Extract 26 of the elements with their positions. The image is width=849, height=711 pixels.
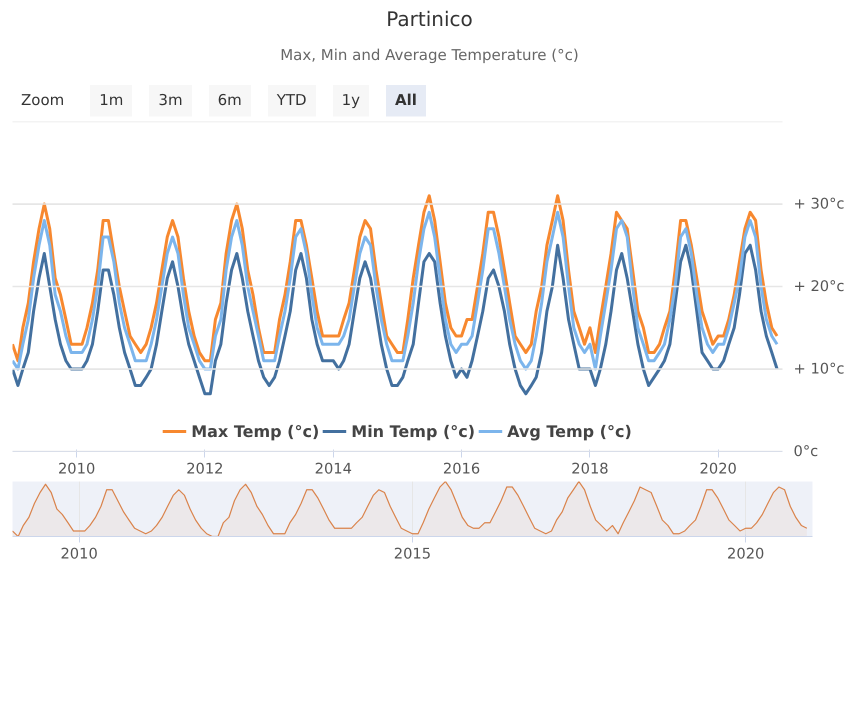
x-tick-label: 2020: [727, 546, 764, 562]
x-tick-label: 2015: [394, 546, 432, 562]
legend-label: Avg Temp (°c): [507, 422, 632, 440]
x-tick-label: 2010: [60, 546, 98, 562]
x-tick-label: 2012: [186, 460, 224, 478]
text: 3m: [158, 90, 183, 111]
x-tick-label: 2020: [700, 460, 737, 478]
y-tick-label: + 10°c: [794, 360, 844, 378]
x-tick-label: 2014: [314, 460, 352, 478]
text: 1m: [99, 90, 124, 111]
y-tick-label: + 30°c: [794, 196, 844, 212]
text: Zoom: [21, 90, 64, 111]
text: All: [395, 90, 417, 111]
x-tick-label: 2016: [442, 460, 480, 478]
text: 6m: [218, 90, 242, 111]
y-tick-label: 0°c: [794, 443, 818, 460]
chart-subtitle: Max, Min and Average Temperature (°c): [280, 45, 579, 66]
legend-label: Min Temp (°c): [351, 422, 476, 440]
chart-title: Partinico: [386, 6, 473, 33]
text: YTD: [276, 90, 307, 111]
y-tick-label: + 20°c: [794, 278, 844, 295]
x-tick-label: 2010: [58, 460, 96, 478]
legend-label: Max Temp (°c): [191, 422, 320, 440]
line-series: [12, 244, 779, 396]
x-tick-label: 2018: [571, 460, 609, 478]
text: 1y: [342, 90, 360, 111]
